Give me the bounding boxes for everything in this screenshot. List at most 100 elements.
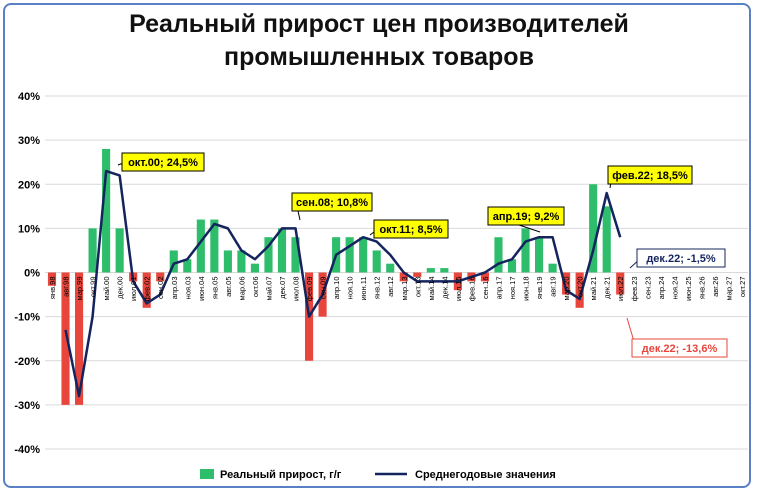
x-tick-label: окт.99 — [89, 277, 98, 298]
annotation-box — [121, 152, 205, 172]
x-tick-label: авг.98 — [62, 277, 71, 297]
bar — [507, 259, 517, 273]
annotation: дек.22; -1,5% — [646, 253, 716, 265]
x-tick-label: янв.26 — [697, 277, 706, 300]
x-tick-label: янв.98 — [48, 277, 57, 300]
y-tick-label: 40% — [18, 91, 40, 103]
x-tick-label: фев.23 — [630, 277, 639, 302]
x-tick-label: окт.27 — [738, 277, 747, 298]
bar — [237, 250, 246, 273]
x-tick-label: окт.06 — [251, 277, 260, 298]
bar — [372, 250, 381, 273]
x-tick-label: мар.13 — [400, 277, 409, 301]
x-tick-label: дек.21 — [603, 277, 612, 299]
bar — [250, 263, 259, 273]
x-tick-label: янв.12 — [373, 277, 382, 300]
x-tick-label: июн.04 — [197, 277, 206, 301]
y-tick-label: -10% — [14, 312, 40, 324]
bar — [223, 250, 232, 273]
bar — [88, 228, 97, 273]
bar — [616, 272, 625, 295]
x-tick-label: июл.15 — [454, 277, 463, 301]
bar — [399, 272, 408, 282]
y-tick-label: -20% — [14, 356, 40, 368]
x-tick-label: мар.20 — [562, 277, 571, 301]
x-tick-label: дек.14 — [440, 277, 449, 299]
x-tick-label: фев.02 — [143, 277, 152, 302]
chart-title: Реальный прирост цен производителей пром… — [129, 10, 629, 71]
bar — [535, 237, 544, 273]
x-tick-label: авг.26 — [711, 277, 720, 297]
bar — [169, 250, 178, 273]
y-tick-label: 20% — [18, 179, 40, 191]
bar — [575, 272, 584, 308]
y-tick-label: 0% — [24, 268, 40, 280]
x-tick-label: дек.00 — [116, 277, 125, 299]
annotation-box — [631, 338, 728, 358]
annotation-box — [291, 192, 373, 212]
x-tick-label: мар.99 — [75, 277, 84, 301]
bar — [196, 219, 205, 273]
x-tick-label: май.14 — [427, 277, 436, 301]
bar — [413, 272, 422, 277]
x-tick-label: май.07 — [264, 277, 273, 301]
x-tick-label: июл.22 — [616, 277, 625, 301]
bar — [115, 228, 124, 273]
x-tick-label: ноя.17 — [508, 277, 517, 300]
bar — [494, 237, 503, 273]
bar — [277, 228, 287, 273]
bar — [47, 272, 57, 286]
bar — [548, 263, 557, 273]
y-tick-label: 10% — [18, 223, 40, 235]
x-tick-label: апр.10 — [332, 277, 341, 300]
x-tick-label: сен.02 — [156, 277, 165, 300]
bar — [142, 272, 151, 308]
bar — [156, 272, 165, 282]
x-tick-label: сен.09 — [319, 277, 328, 300]
x-tick-label: янв.05 — [210, 277, 219, 300]
annotation-box — [373, 219, 449, 239]
bar — [102, 148, 111, 273]
x-tick-label: июн.11 — [359, 277, 368, 301]
annotation: дек.22; -13,6% — [642, 343, 718, 355]
frame — [3, 3, 751, 488]
x-tick-label: мар.27 — [724, 277, 733, 301]
x-tick-label: мар.06 — [237, 277, 246, 301]
x-tick-label: апр.03 — [170, 277, 179, 300]
x-tick-label: июл.01 — [129, 277, 138, 301]
x-tick-label: апр.24 — [657, 277, 666, 300]
bar — [440, 268, 449, 273]
bar — [75, 272, 84, 405]
x-tick-label: июн.18 — [522, 277, 531, 301]
annotation: апр.19; 9,2% — [493, 211, 560, 223]
y-tick-label: -40% — [14, 444, 40, 456]
x-tick-label: июн.25 — [684, 277, 693, 301]
annotation-box — [487, 206, 565, 226]
x-tick-label: ноя.24 — [670, 277, 679, 300]
bar — [480, 272, 489, 282]
legend-label: Реальный прирост, г/г — [220, 469, 342, 481]
x-tick-label: ноя.03 — [183, 277, 192, 300]
bar — [359, 237, 368, 273]
annotation: фев.22; 18,5% — [612, 170, 688, 182]
bar — [521, 228, 530, 273]
x-tick-label: окт.20 — [576, 277, 585, 298]
bar — [386, 263, 395, 273]
x-tick-label: май.21 — [589, 277, 598, 301]
x-tick-label: сен.16 — [481, 277, 490, 300]
x-tick-label: авг.05 — [224, 277, 233, 297]
x-tick-label: фев.09 — [305, 277, 314, 302]
annotation: сен.08; 10,8% — [296, 197, 368, 209]
x-tick-label: авг.12 — [386, 277, 395, 297]
x-tick-label: авг.19 — [549, 277, 558, 297]
x-tick-label: апр.17 — [494, 277, 503, 300]
bar — [589, 184, 598, 273]
legend-swatch — [200, 469, 214, 479]
annotation: окт.11; 8,5% — [379, 224, 442, 236]
x-tick-label: ноя.10 — [346, 277, 355, 300]
bar — [562, 272, 571, 295]
annotation: окт.00; 24,5% — [128, 157, 198, 169]
x-tick-label: май.00 — [102, 277, 111, 301]
